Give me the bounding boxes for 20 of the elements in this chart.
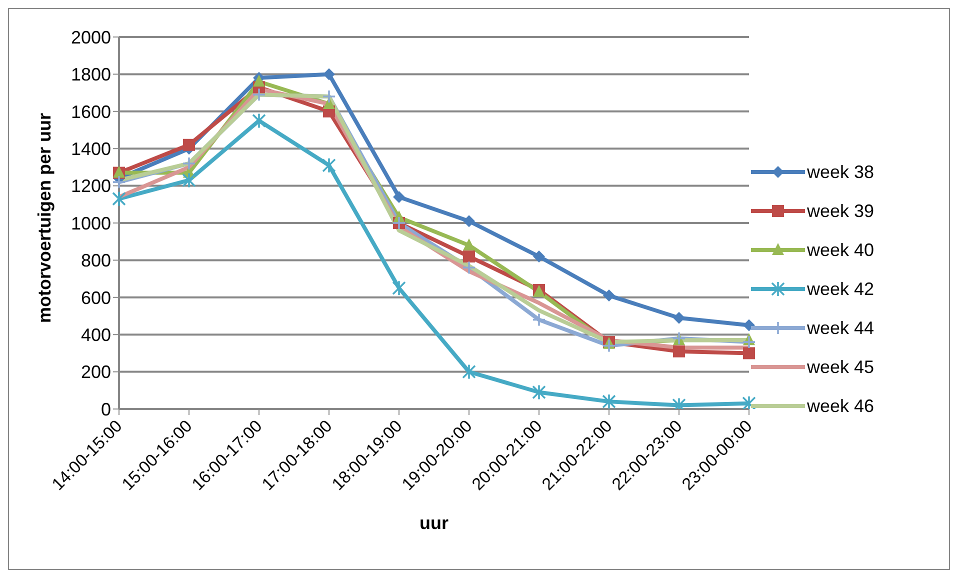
y-tick-label: 800 bbox=[80, 250, 111, 271]
y-tick-label: 1600 bbox=[70, 102, 111, 122]
y-tick-label: 1200 bbox=[70, 176, 111, 196]
y-tick-label: 200 bbox=[80, 362, 111, 382]
y-tick-label: 600 bbox=[80, 288, 111, 308]
y-tick-label: 1400 bbox=[70, 138, 111, 159]
y-tick-label: 0 bbox=[100, 399, 111, 420]
legend-label: week 45 bbox=[807, 356, 874, 378]
y-tick-label: 400 bbox=[80, 324, 111, 345]
x-axis-title: uur bbox=[420, 513, 448, 533]
legend-label: week 46 bbox=[807, 396, 874, 416]
y-tick-label: 2000 bbox=[70, 27, 111, 48]
y-axis-title: motorvoertuigen per uur bbox=[34, 112, 54, 323]
legend-label: week 44 bbox=[807, 318, 874, 338]
y-tick-label: 1800 bbox=[70, 64, 111, 85]
y-tick-label: 1000 bbox=[70, 213, 111, 234]
legend-label: week 42 bbox=[807, 278, 874, 300]
legend-label: week 40 bbox=[807, 240, 874, 260]
legend-label: week 39 bbox=[807, 200, 874, 222]
legend-label: week 38 bbox=[807, 162, 874, 182]
